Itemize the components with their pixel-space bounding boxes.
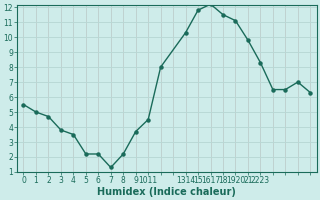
X-axis label: Humidex (Indice chaleur): Humidex (Indice chaleur) xyxy=(98,187,236,197)
